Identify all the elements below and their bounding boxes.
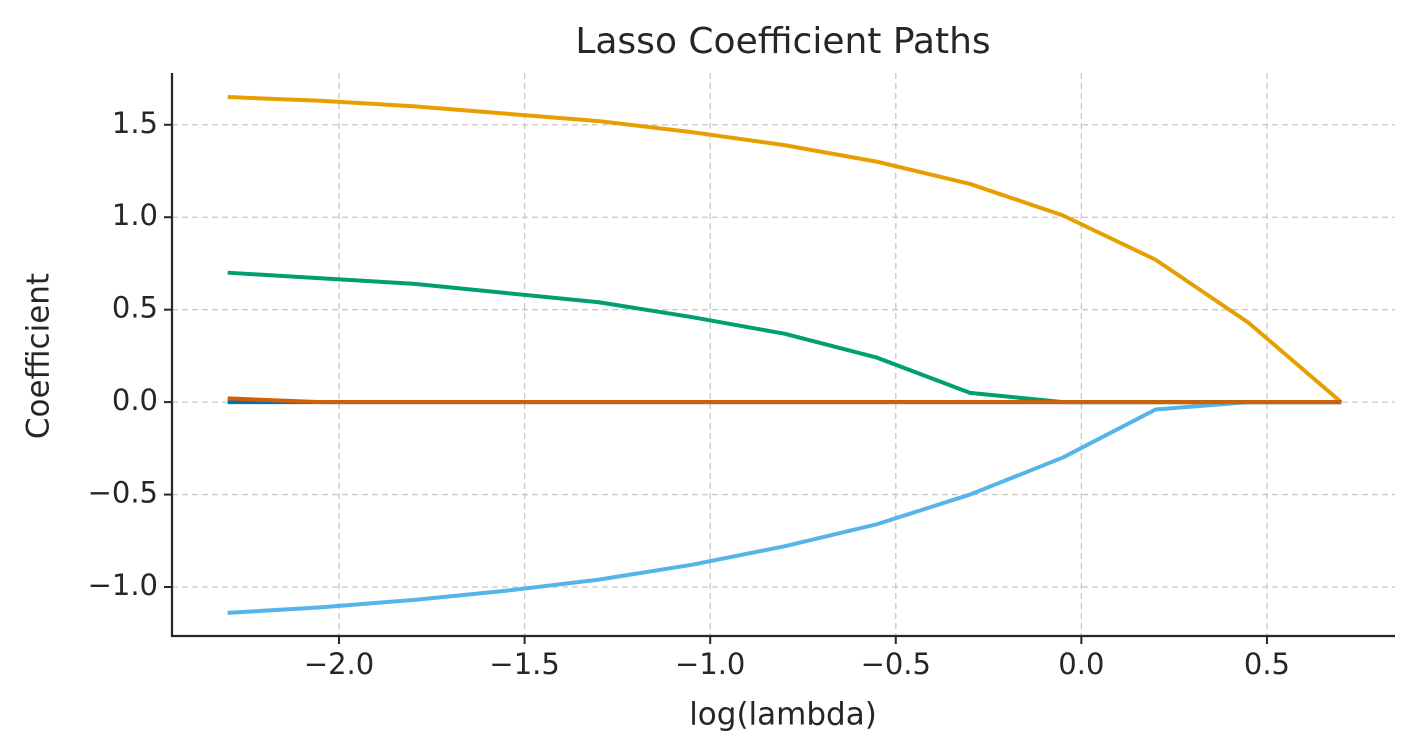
x-tick-label: 0.0: [1058, 647, 1104, 681]
series-line: [227, 270, 1342, 405]
series-line: [227, 95, 1343, 404]
series-line: [227, 396, 1342, 405]
y-tick-label: 0.5: [112, 291, 158, 325]
y-tick-label: −0.5: [88, 476, 158, 510]
x-tick-label: −0.5: [861, 647, 931, 681]
x-tick-label: −1.0: [675, 647, 745, 681]
y-tick-label: 1.5: [112, 106, 158, 140]
x-axis-label: log(lambda): [689, 697, 877, 733]
y-tick-label: 1.0: [112, 198, 158, 232]
y-tick-label: 0.0: [112, 383, 158, 417]
series-line: [227, 400, 1342, 615]
x-tick-label: 0.5: [1244, 647, 1290, 681]
x-tick-label: −2.0: [304, 647, 374, 681]
y-axis-label: Coefficient: [21, 273, 57, 439]
chart-title: Lasso Coefficient Paths: [575, 21, 990, 62]
y-tick-label: −1.0: [88, 568, 158, 602]
x-tick-label: −1.5: [489, 647, 559, 681]
